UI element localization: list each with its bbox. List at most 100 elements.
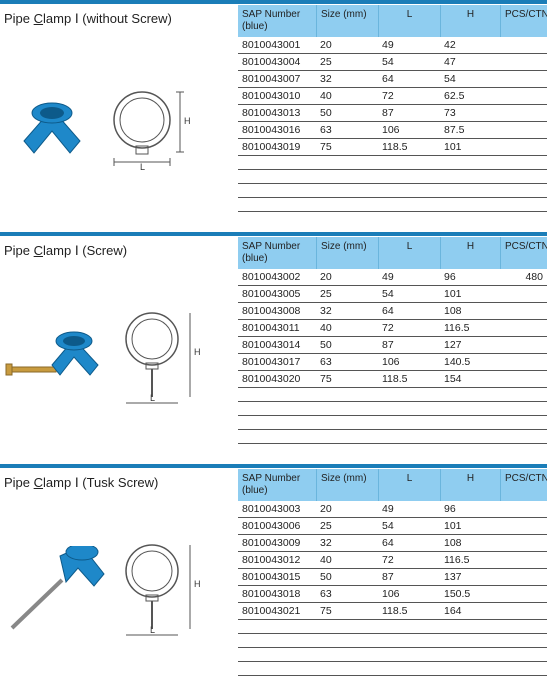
cell-pcs [500,354,547,370]
cell-size: 32 [316,535,378,551]
cell-h: 108 [440,535,500,551]
cell-h: 73 [440,105,500,121]
header-l: L [378,469,440,501]
product-section: Pipe Clamp Ⅰ (without Screw) SAP Number … [0,0,547,212]
table-row: 8010043016 63 106 87.5 [238,122,547,139]
cell-pcs: 480 [500,269,547,285]
section-topbar [0,464,547,468]
cell-pcs [500,122,547,138]
svg-text:H: H [194,347,201,357]
cell-sap: 8010043009 [238,535,316,551]
table-row: 8010043001 20 49 42 [238,37,547,54]
cell-h: 116.5 [440,320,500,336]
cell-size: 40 [316,320,378,336]
cell-l: 87 [378,337,440,353]
header-pcs: PCS/CTN [500,5,547,37]
section-topbar [0,0,547,4]
table-row: 8010043007 32 64 54 [238,71,547,88]
header-sap: SAP Number (blue) [238,237,316,269]
table-row: 8010043018 63 106 150.5 [238,586,547,603]
cell-sap: 8010043003 [238,501,316,517]
cell-size: 75 [316,139,378,155]
table-header: SAP Number (blue) Size (mm) L H PCS/CTN [238,469,547,501]
cell-h: 108 [440,303,500,319]
header-size: Size (mm) [316,237,378,269]
cell-pcs [500,586,547,602]
table-header: SAP Number (blue) Size (mm) L H PCS/CTN [238,237,547,269]
table-row: 8010043021 75 118.5 164 [238,603,547,620]
cell-sap: 8010043019 [238,139,316,155]
section-title: Pipe Clamp Ⅰ (without Screw) [0,5,238,33]
cell-size: 20 [316,37,378,53]
cell-h: 101 [440,286,500,302]
cell-sap: 8010043020 [238,371,316,387]
data-table: 8010043002 20 49 96 480 8010043005 25 54… [238,269,547,444]
table-row: 8010043008 32 64 108 [238,303,547,320]
cell-pcs [500,569,547,585]
cell-l: 118.5 [378,371,440,387]
cell-l: 106 [378,122,440,138]
svg-text:L: L [150,625,155,635]
table-row: 8010043002 20 49 96 480 [238,269,547,286]
cell-sap: 8010043006 [238,518,316,534]
cell-h: 96 [440,501,500,517]
cell-l: 72 [378,320,440,336]
cell-pcs [500,552,547,568]
cell-sap: 8010043005 [238,286,316,302]
cell-sap: 8010043016 [238,122,316,138]
header-sap: SAP Number (blue) [238,5,316,37]
table-row: 8010043015 50 87 137 [238,569,547,586]
cell-h: 101 [440,518,500,534]
table-row: 8010043006 25 54 101 [238,518,547,535]
table-row: 8010043013 50 87 73 [238,105,547,122]
header-size: Size (mm) [316,5,378,37]
data-table: 8010043003 20 49 96 8010043006 25 54 101… [238,501,547,676]
cell-l: 49 [378,37,440,53]
cell-l: 54 [378,54,440,70]
cell-h: 137 [440,569,500,585]
table-row: 8010043020 75 118.5 154 [238,371,547,388]
cell-pcs [500,603,547,619]
cell-h: 54 [440,71,500,87]
cell-pcs [500,518,547,534]
cell-h: 42 [440,37,500,53]
cell-l: 49 [378,269,440,285]
header-sap: SAP Number (blue) [238,469,316,501]
cell-pcs [500,54,547,70]
cell-sap: 8010043010 [238,88,316,104]
cell-l: 64 [378,71,440,87]
cell-size: 20 [316,269,378,285]
cell-pcs [500,303,547,319]
header-l: L [378,5,440,37]
section-title: Pipe Clamp Ⅰ (Tusk Screw) [0,469,238,497]
cell-size: 50 [316,105,378,121]
cell-sap: 8010043013 [238,105,316,121]
cell-size: 50 [316,337,378,353]
product-image: L H [0,37,238,212]
cell-sap: 8010043015 [238,569,316,585]
cell-l: 54 [378,518,440,534]
cell-pcs [500,501,547,517]
cell-l: 118.5 [378,139,440,155]
cell-sap: 8010043008 [238,303,316,319]
cell-size: 32 [316,303,378,319]
header-l: L [378,237,440,269]
svg-text:H: H [194,579,201,589]
cell-size: 32 [316,71,378,87]
product-section: Pipe Clamp Ⅰ (Tusk Screw) SAP Number (bl… [0,464,547,676]
cell-pcs [500,105,547,121]
cell-sap: 8010043014 [238,337,316,353]
cell-h: 154 [440,371,500,387]
cell-sap: 8010043021 [238,603,316,619]
header-h: H [440,237,500,269]
cell-sap: 8010043007 [238,71,316,87]
cell-h: 87.5 [440,122,500,138]
data-table: 8010043001 20 49 42 8010043004 25 54 47 … [238,37,547,212]
cell-h: 116.5 [440,552,500,568]
table-row: 8010043003 20 49 96 [238,501,547,518]
cell-l: 72 [378,552,440,568]
cell-h: 150.5 [440,586,500,602]
cell-pcs [500,320,547,336]
product-section: Pipe Clamp Ⅰ (Screw) SAP Number (blue) S… [0,232,547,444]
header-h: H [440,469,500,501]
